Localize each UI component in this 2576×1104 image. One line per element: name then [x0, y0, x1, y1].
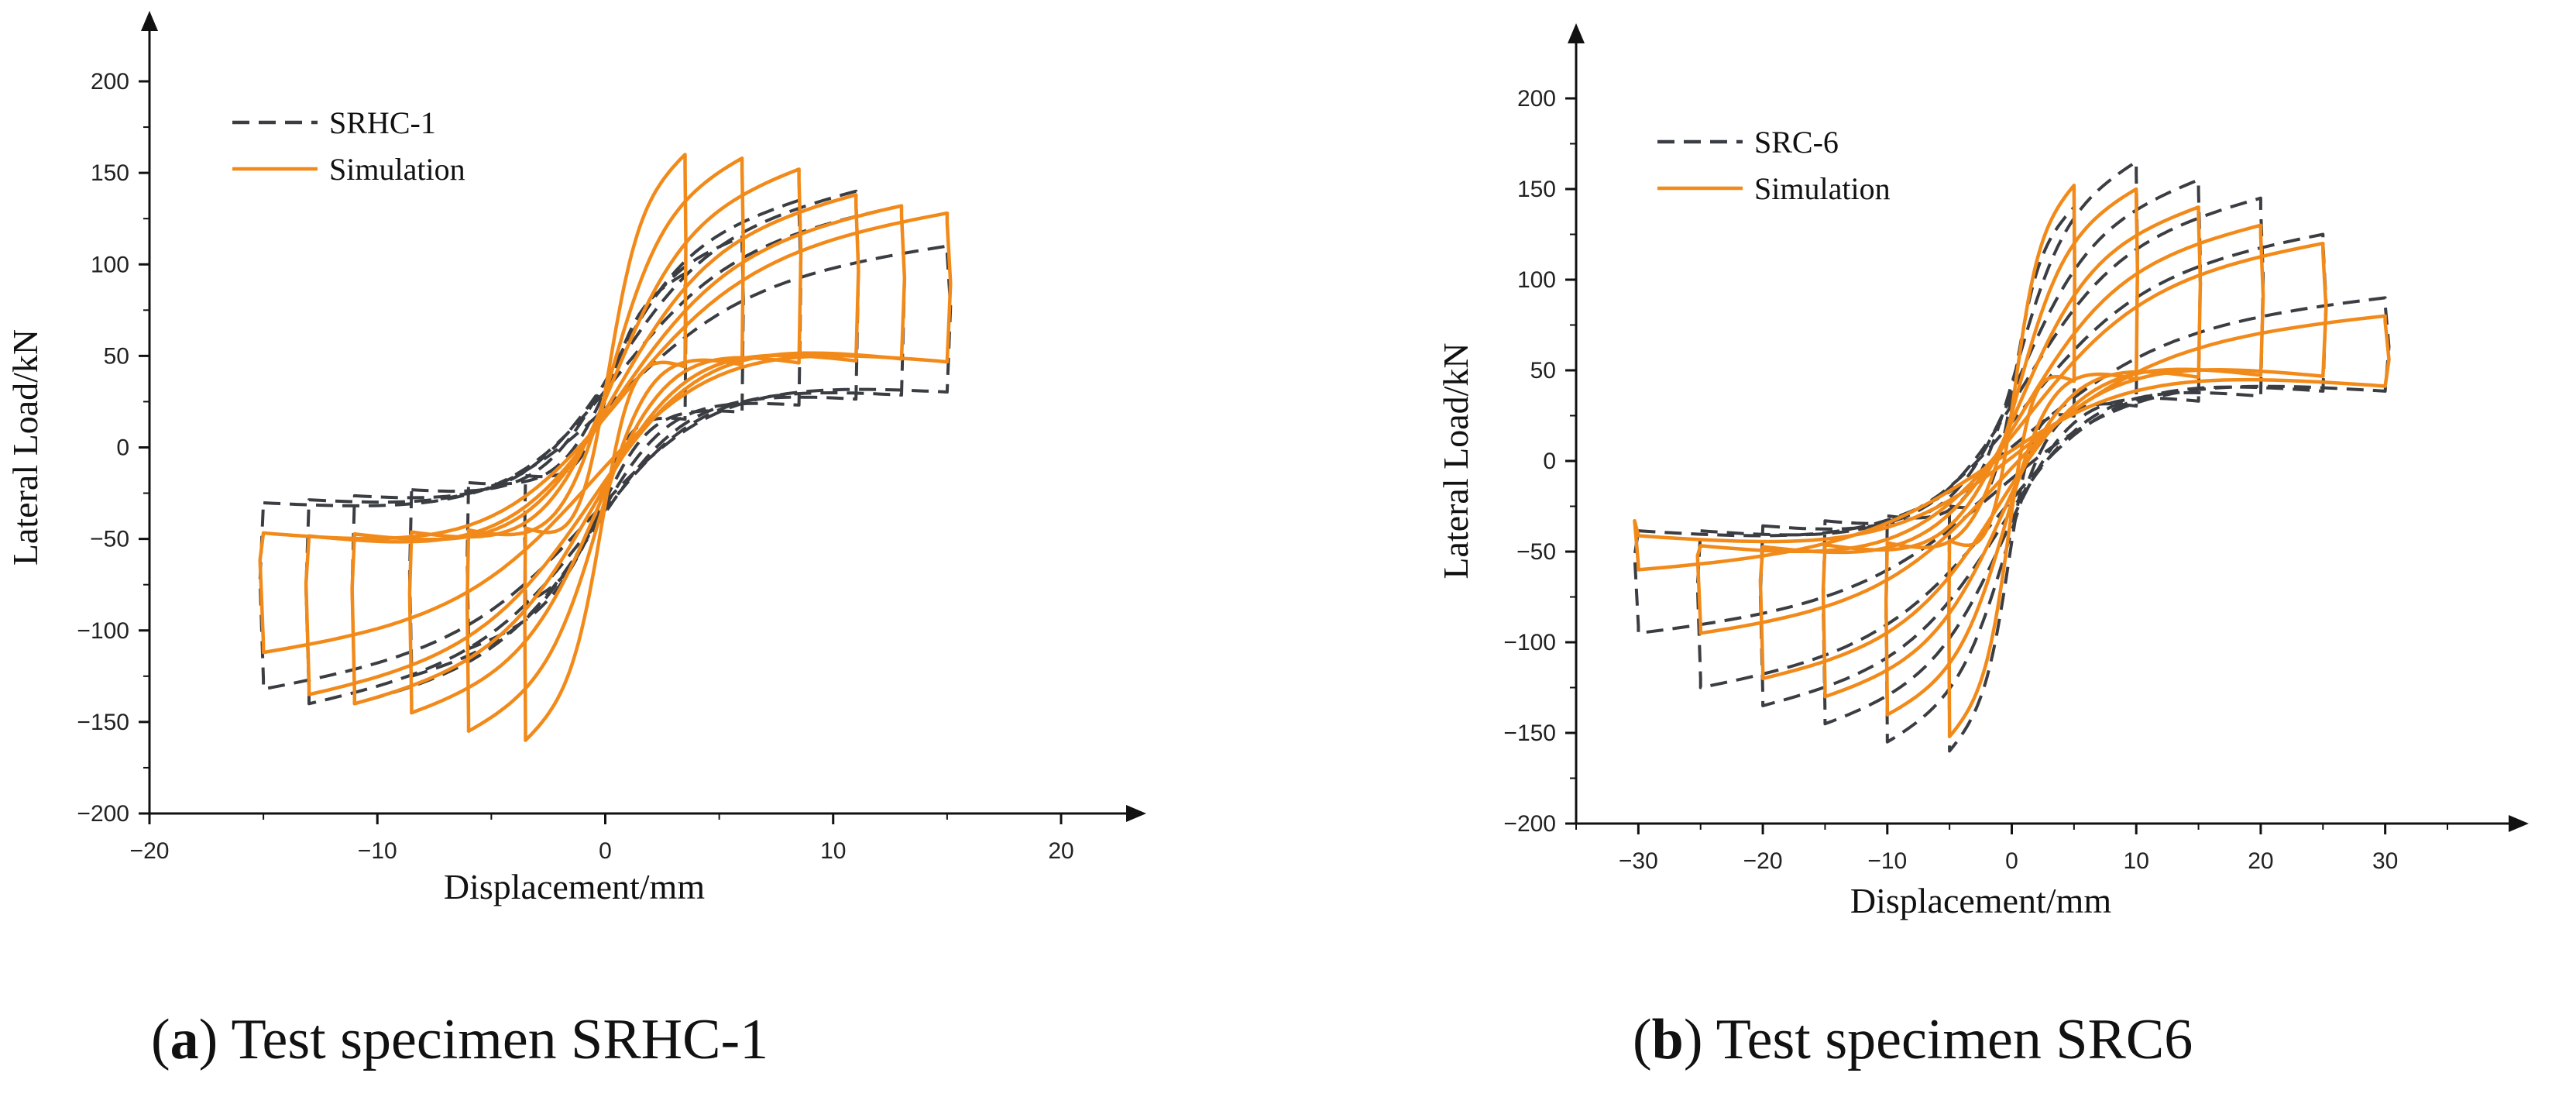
y-tick-label: 0 — [116, 435, 129, 461]
x-axis-arrow — [1126, 805, 1146, 822]
x-tick-label: −10 — [1867, 848, 1907, 874]
x-tick-label: 20 — [2248, 848, 2273, 874]
y-tick-label: −50 — [90, 527, 129, 552]
legend: SRHC-1 Simulation — [232, 105, 465, 187]
hysteresis-loop — [350, 193, 860, 706]
legend-label: Simulation — [329, 152, 465, 187]
series-srhc-1 — [258, 189, 953, 706]
y-axis-title: Lateral Load/kN — [1436, 342, 1475, 579]
series-simulation — [1633, 184, 2391, 738]
hysteresis-loop — [465, 235, 745, 651]
y-tick-label: −100 — [77, 618, 129, 644]
caption-b-letter: b — [1651, 1008, 1684, 1071]
x-tick-label: 30 — [2372, 848, 2398, 874]
caption-a: (a) Test specimen SRHC-1 — [151, 1008, 769, 1071]
x-tick-label: 0 — [599, 838, 612, 864]
x-tick-label: 10 — [2124, 848, 2149, 874]
y-tick-label: 150 — [1517, 177, 1556, 202]
hysteresis-loop — [1822, 178, 2202, 726]
y-tick-label: 200 — [91, 69, 129, 95]
caption-a-letter: a — [170, 1008, 199, 1071]
y-tick-label: −150 — [1503, 721, 1556, 746]
x-tick-label: 0 — [2005, 848, 2018, 874]
y-tick-label: 100 — [1517, 267, 1556, 293]
hysteresis-loop — [407, 198, 803, 678]
hysteresis-loop — [407, 167, 803, 715]
hysteresis-loop — [304, 204, 906, 706]
hysteresis-loop — [465, 156, 746, 733]
hysteresis-loop — [1884, 160, 2139, 744]
caption-b-text: Test specimen SRC6 — [1702, 1008, 2193, 1071]
hysteresis-loop — [1695, 241, 2328, 635]
x-axis-arrow — [2509, 815, 2529, 832]
y-tick-label: 200 — [1517, 86, 1556, 112]
legend-label: SRC-6 — [1754, 125, 1839, 160]
hysteresis-loop — [1633, 314, 2391, 572]
y-tick-label: 150 — [91, 160, 129, 186]
hysteresis-loop — [350, 189, 860, 706]
hysteresis-loop — [523, 153, 688, 742]
y-tick-label: −50 — [1516, 539, 1556, 565]
caption-a-text: Test specimen SRHC-1 — [218, 1008, 769, 1071]
x-axis-title: Displacement/mm — [1850, 881, 2111, 920]
hysteresis-loop — [1758, 223, 2265, 681]
y-tick-label: 50 — [104, 343, 129, 369]
legend: SRC-6 Simulation — [1657, 125, 1891, 206]
y-axis-arrow — [1568, 23, 1585, 43]
x-tick-label: −20 — [130, 838, 170, 864]
y-tick-label: 100 — [91, 252, 129, 277]
y-tick-label: −200 — [1503, 811, 1556, 837]
hysteresis-loop — [1947, 184, 2076, 738]
hysteresis-loop — [523, 272, 688, 605]
x-tick-label: −10 — [358, 838, 397, 864]
x-axis-title: Displacement/mm — [444, 867, 705, 906]
hysteresis-loop — [1821, 205, 2203, 699]
caption-b: (b) Test specimen SRC6 — [1633, 1008, 2193, 1071]
x-tick-label: −20 — [1743, 848, 1783, 874]
hysteresis-loop — [258, 211, 953, 655]
y-tick-label: 0 — [1543, 449, 1556, 474]
legend-label: SRHC-1 — [329, 105, 436, 140]
hysteresis-loop — [1695, 232, 2328, 690]
y-axis-title: Lateral Load/kN — [5, 329, 45, 566]
hysteresis-loop — [1758, 196, 2265, 707]
y-tick-label: 50 — [1530, 358, 1556, 383]
x-tick-label: −30 — [1619, 848, 1658, 874]
legend-label: Simulation — [1754, 171, 1891, 206]
y-tick-label: −100 — [1503, 630, 1556, 655]
y-tick-label: −150 — [77, 710, 129, 735]
y-tick-label: −200 — [77, 801, 129, 827]
series-simulation — [258, 153, 953, 742]
x-tick-label: 10 — [820, 838, 846, 864]
y-axis-arrow — [141, 11, 158, 31]
hysteresis-loop — [304, 204, 907, 696]
x-tick-label: 20 — [1048, 838, 1073, 864]
